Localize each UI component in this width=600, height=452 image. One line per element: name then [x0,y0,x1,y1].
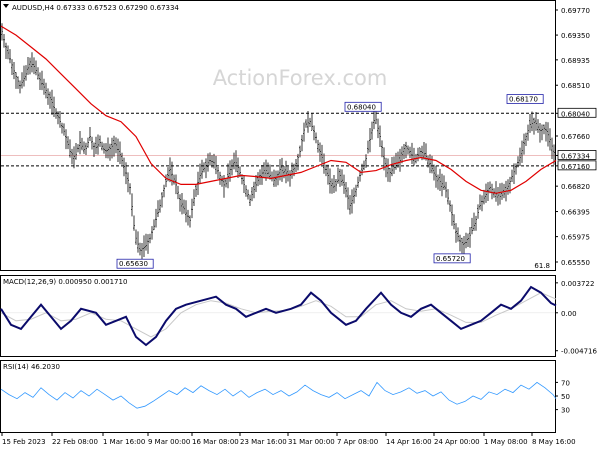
price-axis-label: 0.67334 [561,152,590,160]
symbol-header: AUDUSD,H4 0.67333 0.67523 0.67290 0.6733… [12,4,179,12]
macd-title: MACD(12,26,9) 0.000950 0.001710 [3,278,127,286]
price-axis-label: 0.67160 [561,163,590,171]
rsi-axis-label: 50 [561,393,570,401]
rsi-axis-label: 30 [561,407,570,415]
low-marker-2-box [433,253,471,264]
rsi-title: RSI(14) 46.2030 [3,363,60,371]
time-axis-label: 16 Mar 08:00 [192,438,239,446]
current-price-tag [557,150,597,160]
level-price-tag [557,107,597,118]
low-marker-2-label: 0.65720 [436,255,465,263]
macd-axis-label: 0.003722 [561,280,594,288]
price-axis-label: 0.68040 [561,110,590,118]
time-axis-label: 8 May 16:00 [532,438,576,446]
time-axis-label: 9 Mar 00:00 [148,438,190,446]
time-axis-label: 23 Mar 16:00 [240,438,287,446]
time-axis-label: 31 Mar 00:00 [288,438,335,446]
low-marker-1-label: 0.65630 [119,260,148,268]
time-axis-label: 14 Apr 16:00 [386,438,432,446]
high-marker-2-label: 0.68170 [509,96,538,104]
price-axis-label: 0.66395 [561,209,590,217]
price-axis-label: 0.65975 [561,234,590,242]
fib-level-label: 61.8 [534,262,550,270]
price-axis-label: 0.68510 [561,82,590,90]
time-axis-label: 7 Apr 08:00 [337,438,378,446]
moving-average-line [0,25,557,194]
macd-signal-line [0,292,557,338]
rsi-line [0,381,557,409]
collapse-triangle-icon[interactable] [3,4,9,8]
price-axis-label: 0.65550 [561,259,590,267]
price-axis-label: 0.68935 [561,57,590,65]
price-axis-label: 0.69770 [561,7,590,15]
price-axis-label: 0.69350 [561,32,590,40]
price-axis-label: 0.67660 [561,133,590,141]
level-price-tag [557,160,597,171]
time-axis-label: 15 Feb 2023 [2,438,46,446]
macd-axis-label: 0.00 [561,310,577,318]
price-bars [1,23,555,260]
watermark-text: ActionForex.com [213,66,388,90]
macd-main-line [0,285,557,347]
macd-axis-label: -0.004716 [561,348,597,356]
rsi-axis-label: 70 [561,379,570,387]
time-axis-label: 1 Mar 16:00 [103,438,145,446]
time-axis-label: 24 Apr 00:00 [434,438,480,446]
high-marker-1-label: 0.68040 [347,103,376,111]
low-marker-1-box [116,258,154,269]
high-marker-1-box [344,101,382,112]
time-axis-label: 22 Feb 08:00 [52,438,98,446]
macd-panel-frame [0,275,556,357]
time-axis-label: 1 May 08:00 [484,438,528,446]
price-axis-label: 0.66820 [561,183,590,191]
high-marker-2-box [506,94,544,104]
